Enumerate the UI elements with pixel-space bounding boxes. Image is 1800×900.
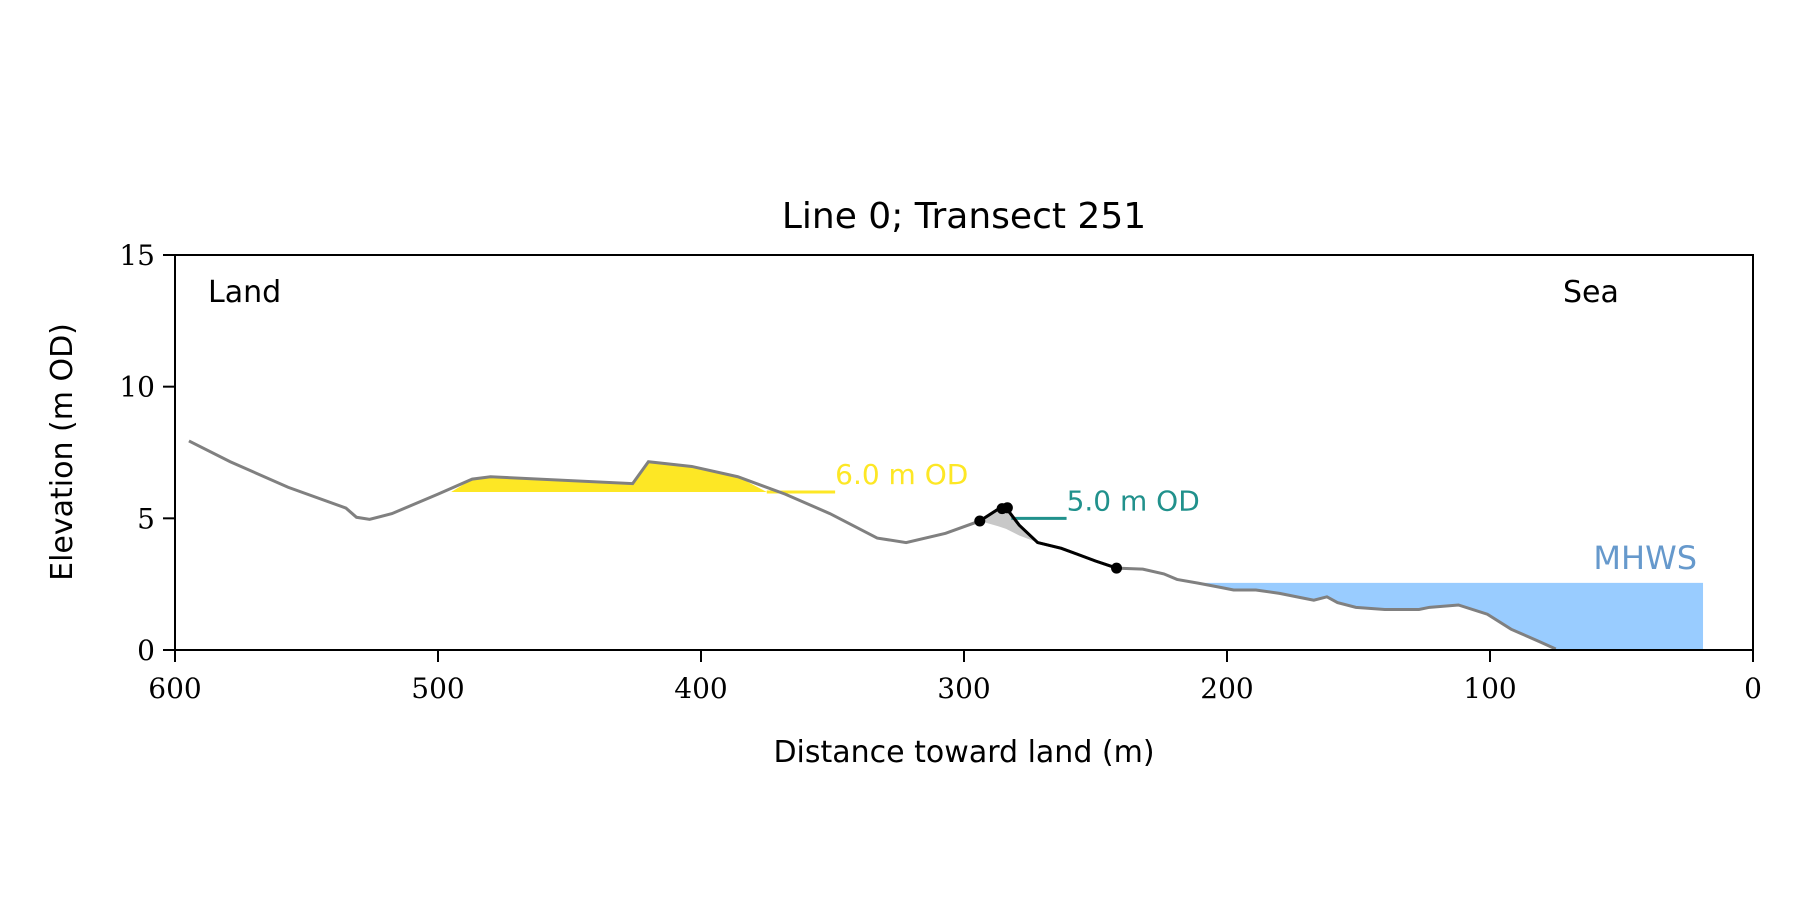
- x-tick-label: 200: [1200, 672, 1253, 705]
- cliff-marker-0: [974, 515, 986, 527]
- x-tick-label: 300: [937, 672, 990, 705]
- x-tick-label: 400: [674, 672, 727, 705]
- cliff-marker-2: [1001, 502, 1013, 514]
- y-tick-label: 5: [137, 502, 155, 535]
- eroded-area: [979, 507, 1038, 543]
- mhws-fill: [1200, 582, 1704, 650]
- y-tick-label: 0: [137, 634, 155, 667]
- mhws-label: MHWS: [1593, 539, 1697, 577]
- y-tick-label: 15: [119, 239, 155, 272]
- line-layer: [188, 439, 1557, 651]
- x-tick-label: 0: [1744, 672, 1762, 705]
- chart-title: Line 0; Transect 251: [782, 196, 1146, 237]
- x-axis-label: Distance toward land (m): [773, 735, 1154, 770]
- y-axis-label: Elevation (m OD): [45, 323, 80, 581]
- x-tick-label: 500: [411, 672, 464, 705]
- land-label: Land: [208, 275, 281, 310]
- axis-ticks: 600 500 400 300 200 100 0 0 5 10 15: [119, 239, 1762, 705]
- y-tick-label: 10: [119, 371, 155, 404]
- cliff-marker-3: [1111, 562, 1123, 574]
- level-fill-0: [451, 461, 767, 492]
- level-labels: MHWS 6.0 m OD 5.0 m OD: [835, 458, 1697, 577]
- x-tick-label: 100: [1463, 672, 1516, 705]
- level-label-1: 5.0 m OD: [1067, 484, 1200, 517]
- x-tick-label: 600: [148, 672, 201, 705]
- sea-label: Sea: [1563, 275, 1619, 310]
- level-label-0: 6.0 m OD: [835, 458, 968, 491]
